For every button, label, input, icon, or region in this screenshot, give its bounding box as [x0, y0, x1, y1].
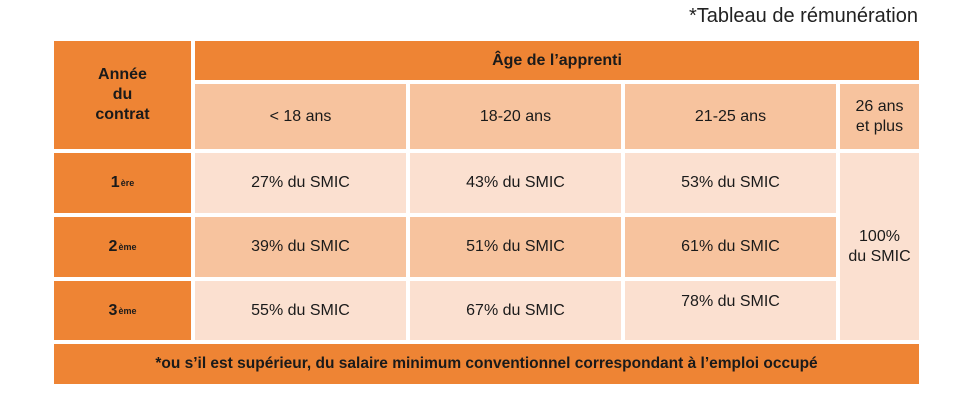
year-2-number: 2: [108, 238, 118, 255]
row-1-21-25: 53% du SMIC: [625, 153, 836, 213]
footnote: *ou s’il est supérieur, du salaire minim…: [54, 344, 919, 384]
year-1-number: 1: [110, 174, 120, 191]
row-2-21-25: 61% du SMIC: [625, 217, 836, 277]
year-3-number: 3: [108, 301, 118, 319]
age-header: Âge de l’apprenti: [195, 41, 919, 80]
age-col-18-20: 18-20 ans: [410, 84, 621, 149]
row-3-18-20: 67% du SMIC: [410, 281, 621, 340]
year-1-suffix: ère: [120, 178, 135, 188]
year-3-label: 3 ème: [54, 281, 191, 340]
row-2-18-20: 51% du SMIC: [410, 217, 621, 277]
age-col-under-18: < 18 ans: [195, 84, 406, 149]
row-3-21-25: 78% du SMIC: [625, 281, 836, 340]
year-2-label: 2 ème: [54, 217, 191, 277]
age-col-26-plus: 26 ans et plus: [840, 84, 919, 149]
year-header: Année du contrat: [54, 41, 191, 149]
row-1-under-18: 27% du SMIC: [195, 153, 406, 213]
caption: *Tableau de rémunération: [688, 5, 918, 27]
year-3-suffix: ème: [118, 305, 137, 316]
row-2-under-18: 39% du SMIC: [195, 217, 406, 277]
merged-26-plus-value: 100% du SMIC: [840, 153, 919, 340]
row-1-18-20: 43% du SMIC: [410, 153, 621, 213]
year-2-suffix: ème: [118, 242, 137, 252]
age-col-21-25: 21-25 ans: [625, 84, 836, 149]
row-3-under-18: 55% du SMIC: [195, 281, 406, 340]
year-1-label: 1 ère: [54, 153, 191, 213]
